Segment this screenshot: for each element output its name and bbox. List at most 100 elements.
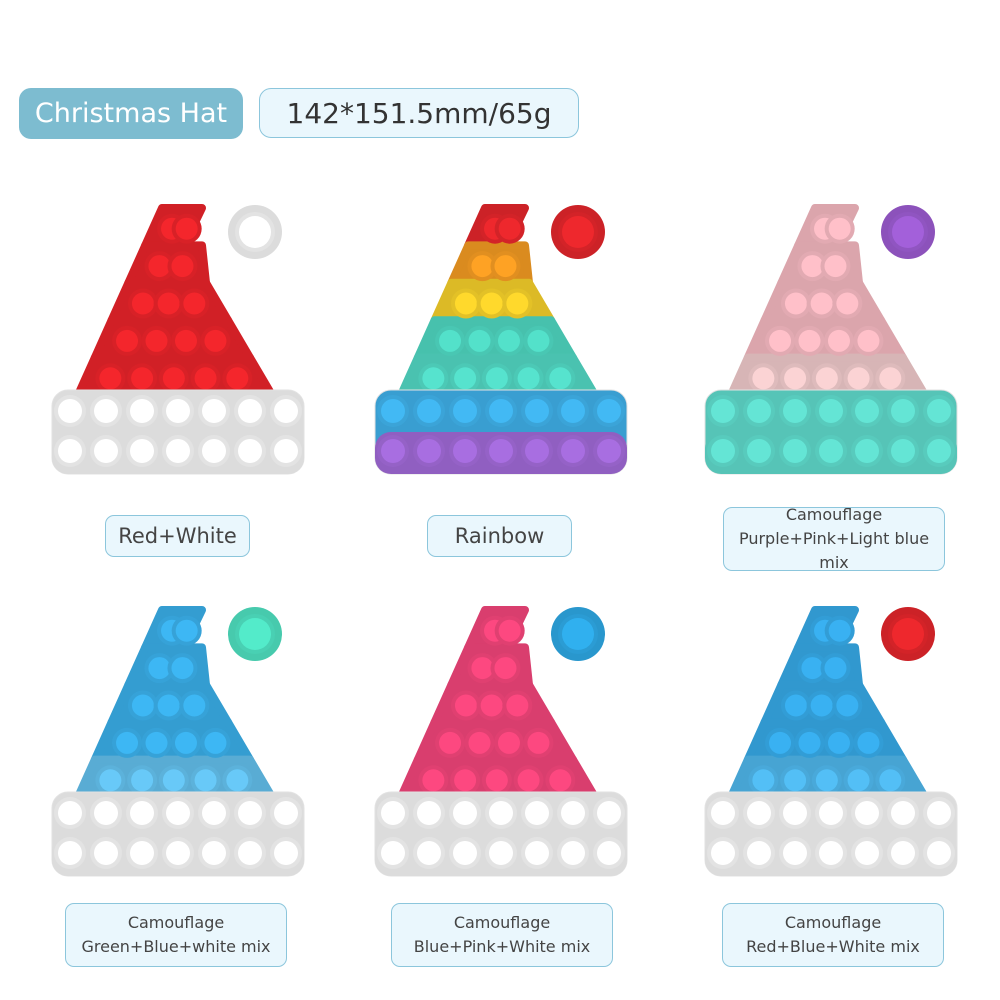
bubble-top — [879, 367, 902, 390]
bubble-top — [94, 439, 118, 463]
bubble-top — [131, 292, 154, 315]
bubble-top — [525, 841, 549, 865]
bubble-top — [204, 329, 227, 352]
bubble-top — [94, 841, 118, 865]
variant-label-line: Red+Blue+White mix — [746, 937, 920, 956]
bubble-top — [836, 694, 859, 717]
bubble-top — [131, 367, 154, 390]
bubble-top — [747, 439, 771, 463]
bubble-top — [855, 801, 879, 825]
bubble-top — [784, 367, 807, 390]
bubble-top — [497, 731, 520, 754]
bubble-top — [784, 292, 807, 315]
bubble-top — [381, 439, 405, 463]
product-title: Christmas Hat — [34, 98, 228, 129]
bubble-top — [166, 399, 190, 423]
color-variant-label: Camouflage Green+Blue+white mix — [65, 903, 287, 967]
bubble-top — [130, 801, 154, 825]
bubble-top — [597, 801, 621, 825]
bubble-top — [439, 731, 462, 754]
bubble-top — [711, 439, 735, 463]
bubble-top — [238, 841, 262, 865]
bubble-top — [174, 329, 197, 352]
bubble-top — [819, 399, 843, 423]
bubble-top — [226, 367, 249, 390]
bubble-top — [485, 769, 508, 792]
pop-it-hat-image — [374, 606, 628, 877]
bubble-top — [99, 769, 122, 792]
bubble-top — [489, 841, 513, 865]
bubble-top — [927, 399, 951, 423]
bubble-top — [489, 439, 513, 463]
pop-it-hat-image — [51, 204, 305, 475]
bubble-top — [810, 292, 833, 315]
bubble-top — [226, 769, 249, 792]
bubble-top — [527, 731, 550, 754]
bubble-top — [157, 292, 180, 315]
bubble-top — [498, 619, 521, 642]
bubble-top — [927, 439, 951, 463]
bubble-top — [417, 439, 441, 463]
bubble-top — [183, 292, 206, 315]
bubble-top — [561, 841, 585, 865]
bubble-top — [561, 399, 585, 423]
color-variant-label: Red+White — [105, 515, 250, 557]
bubble-top — [525, 399, 549, 423]
bubble-top — [711, 801, 735, 825]
bubble-top — [783, 841, 807, 865]
spec-badge: 142*151.5mm/65g — [259, 88, 579, 138]
bubble-top — [815, 769, 838, 792]
bubble-top — [525, 801, 549, 825]
bubble-top — [422, 769, 445, 792]
bubble-top — [157, 694, 180, 717]
bubble-top — [828, 619, 851, 642]
bubble-top — [597, 399, 621, 423]
bubble-top — [783, 439, 807, 463]
bubble-top — [171, 255, 194, 278]
bubble-top — [468, 329, 491, 352]
bubble-top — [819, 841, 843, 865]
bubble-top — [274, 439, 298, 463]
bubble-top — [238, 399, 262, 423]
bubble-top — [453, 399, 477, 423]
bubble-top — [562, 216, 594, 248]
bubble-top — [130, 841, 154, 865]
bubble-top — [824, 255, 847, 278]
bubble-top — [480, 292, 503, 315]
variant-label-line: Green+Blue+white mix — [81, 937, 271, 956]
bubble-top — [171, 657, 194, 680]
bubble-top — [417, 801, 441, 825]
bubble-top — [506, 292, 529, 315]
bubble-top — [891, 439, 915, 463]
bubble-top — [857, 329, 880, 352]
bubble-top — [202, 399, 226, 423]
bubble-top — [855, 841, 879, 865]
bubble-top — [517, 769, 540, 792]
bubble-top — [525, 439, 549, 463]
bubble-top — [827, 329, 850, 352]
bubble-top — [116, 329, 139, 352]
bubble-top — [711, 841, 735, 865]
bubble-top — [498, 217, 521, 240]
bubble-top — [747, 841, 771, 865]
bubble-top — [489, 399, 513, 423]
bubble-top — [562, 618, 594, 650]
bubble-top — [238, 439, 262, 463]
bubble-top — [857, 731, 880, 754]
bubble-top — [202, 801, 226, 825]
bubble-top — [439, 329, 462, 352]
bubble-top — [769, 731, 792, 754]
variant-label-line: Red+White — [118, 524, 237, 548]
bubble-top — [711, 399, 735, 423]
bubble-top — [847, 367, 870, 390]
bubble-top — [752, 367, 775, 390]
bubble-top — [148, 657, 171, 680]
bubble-top — [194, 769, 217, 792]
bubble-top — [815, 367, 838, 390]
bubble-top — [819, 801, 843, 825]
bubble-top — [453, 801, 477, 825]
variant-label-line: Purple+Pink+Light blue mix — [738, 529, 930, 572]
bubble-top — [747, 399, 771, 423]
bubble-top — [130, 439, 154, 463]
bubble-top — [769, 329, 792, 352]
